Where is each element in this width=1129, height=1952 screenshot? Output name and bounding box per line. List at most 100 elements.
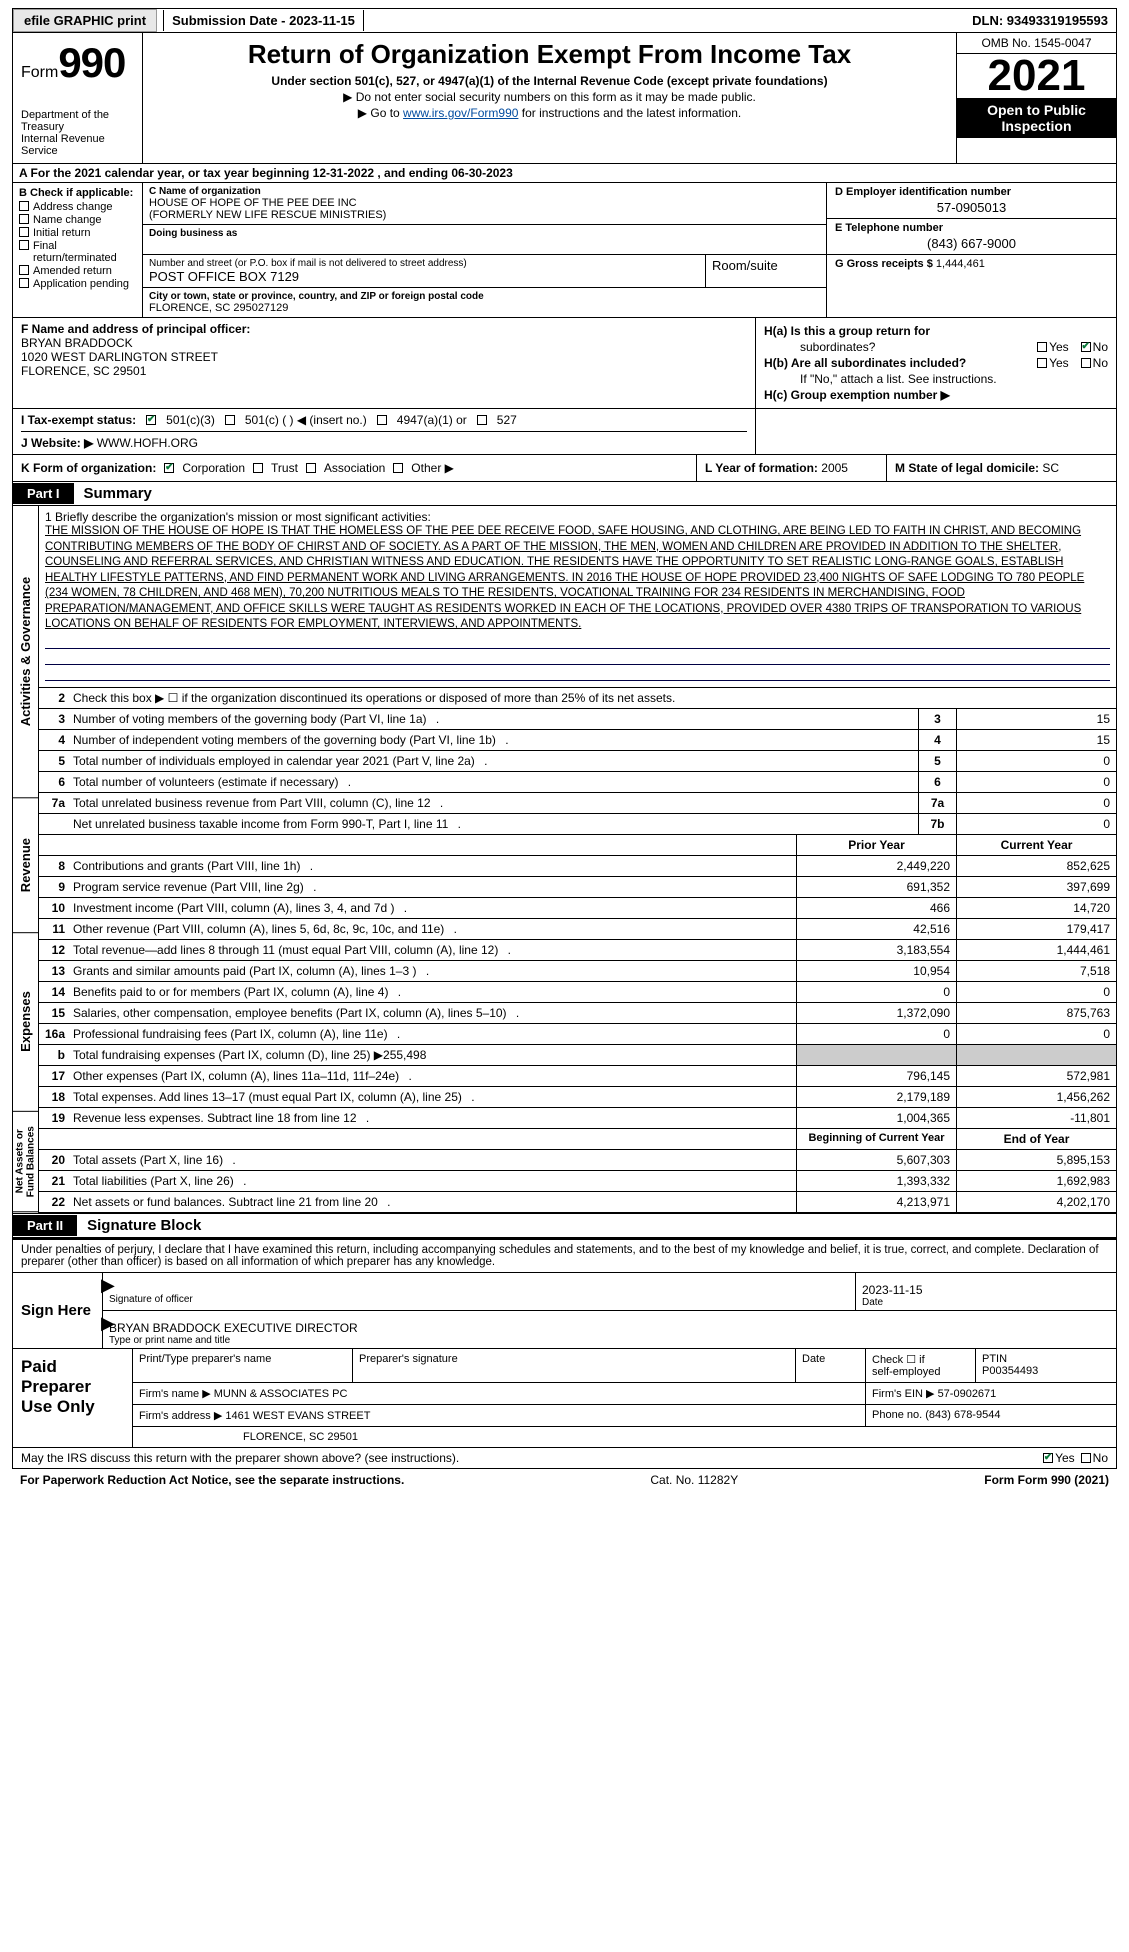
gov-line: 7a Total unrelated business revenue from… bbox=[39, 793, 1116, 814]
org-name-label: C Name of organization bbox=[149, 186, 820, 197]
discuss-yes[interactable] bbox=[1043, 1453, 1053, 1463]
sign-here-label: Sign Here bbox=[13, 1273, 103, 1348]
lbl-amended: Amended return bbox=[33, 265, 112, 277]
discuss-no-lbl: No bbox=[1093, 1451, 1108, 1465]
mission-lead: 1 Briefly describe the organization's mi… bbox=[45, 510, 1110, 524]
efile-print-button[interactable]: efile GRAPHIC print bbox=[13, 9, 157, 32]
dln: DLN: 93493319195593 bbox=[964, 10, 1116, 31]
chk-501c[interactable] bbox=[225, 415, 235, 425]
row-a-tax-year: A For the 2021 calendar year, or tax yea… bbox=[12, 164, 1117, 183]
firm-name-label: Firm's name ▶ bbox=[139, 1388, 211, 1400]
chk-address-change[interactable] bbox=[19, 201, 29, 211]
prior-year-hdr: Prior Year bbox=[796, 835, 956, 855]
line-2: 2 Check this box ▶ ☐ if the organization… bbox=[39, 688, 1116, 709]
box-b-header: B Check if applicable: bbox=[19, 187, 136, 199]
city-value: FLORENCE, SC 295027129 bbox=[149, 302, 820, 314]
lbl-final-return: Final return/terminated bbox=[33, 240, 136, 264]
chk-501c3[interactable] bbox=[146, 415, 156, 425]
chk-initial-return[interactable] bbox=[19, 227, 29, 237]
org-name-2: (FORMERLY NEW LIFE RESCUE MINISTRIES) bbox=[149, 209, 820, 221]
lbl-501c3: 501(c)(3) bbox=[166, 413, 215, 427]
data-line: 14 Benefits paid to or for members (Part… bbox=[39, 982, 1116, 1003]
data-line: 8 Contributions and grants (Part VIII, l… bbox=[39, 856, 1116, 877]
ptin-cell: PTINP00354493 bbox=[976, 1349, 1116, 1382]
hc-label: H(c) Group exemption number ▶ bbox=[764, 388, 950, 402]
box-f: F Name and address of principal officer:… bbox=[13, 318, 756, 408]
ha-yes[interactable] bbox=[1037, 342, 1047, 352]
phone-label: E Telephone number bbox=[835, 222, 1108, 234]
side-tabs: Activities & Governance Revenue Expenses… bbox=[13, 506, 39, 1213]
tax-exempt-label: I Tax-exempt status: bbox=[21, 413, 136, 427]
begin-year-hdr: Beginning of Current Year bbox=[796, 1129, 956, 1149]
form990-link[interactable]: www.irs.gov/Form990 bbox=[403, 106, 518, 120]
chk-other[interactable] bbox=[393, 463, 403, 473]
website-label: J Website: ▶ bbox=[21, 436, 93, 450]
ha-label2: subordinates? bbox=[800, 340, 875, 354]
website-value: WWW.HOFH.ORG bbox=[97, 436, 198, 450]
hb-yes[interactable] bbox=[1037, 358, 1047, 368]
form-header: Form990 Department of the Treasury Inter… bbox=[12, 33, 1117, 164]
discuss-no[interactable] bbox=[1081, 1453, 1091, 1463]
chk-name-change[interactable] bbox=[19, 214, 29, 224]
section-klm: K Form of organization: Corporation Trus… bbox=[12, 455, 1117, 482]
tab-activities: Activities & Governance bbox=[13, 506, 38, 798]
lbl-501c: 501(c) ( ) ◀ (insert no.) bbox=[245, 413, 367, 427]
gov-line: 4 Number of independent voting members o… bbox=[39, 730, 1116, 751]
ptin-label: PTIN bbox=[982, 1353, 1007, 1365]
data-line: 18 Total expenses. Add lines 13–17 (must… bbox=[39, 1087, 1116, 1108]
firm-phone-value: (843) 678-9544 bbox=[925, 1409, 1000, 1421]
arrow-icon: ▶ bbox=[101, 1313, 115, 1334]
ha-no[interactable] bbox=[1081, 342, 1091, 352]
prep-sig-hdr: Preparer's signature bbox=[353, 1349, 796, 1382]
cat-no: Cat. No. 11282Y bbox=[404, 1473, 984, 1487]
arrow-icon: ▶ bbox=[101, 1275, 115, 1296]
phone-value: (843) 667-9000 bbox=[835, 236, 1108, 251]
row-k: K Form of organization: Corporation Trus… bbox=[13, 455, 696, 481]
tab-net-assets: Net Assets or Fund Balances bbox=[13, 1112, 38, 1212]
chk-trust[interactable] bbox=[253, 463, 263, 473]
part2-header-row: Part II Signature Block bbox=[12, 1213, 1117, 1238]
row-l: L Year of formation: 2005 bbox=[696, 455, 886, 481]
section-fh: F Name and address of principal officer:… bbox=[12, 318, 1117, 409]
top-bar: efile GRAPHIC print Submission Date - 20… bbox=[12, 8, 1117, 33]
part1-body: Activities & Governance Revenue Expenses… bbox=[12, 506, 1117, 1213]
bece-header: Beginning of Current Year End of Year bbox=[39, 1129, 1116, 1150]
chk-app-pending[interactable] bbox=[19, 278, 29, 288]
ein-label: D Employer identification number bbox=[835, 186, 1108, 198]
addr-value: POST OFFICE BOX 7129 bbox=[149, 269, 699, 284]
blank-line bbox=[45, 651, 1110, 665]
part1-header-row: Part I Summary bbox=[12, 482, 1117, 506]
sig-date-value: 2023-11-15 bbox=[862, 1283, 923, 1297]
prep-name-hdr: Print/Type preparer's name bbox=[133, 1349, 353, 1382]
firm-addr-label: Firm's address ▶ bbox=[139, 1410, 222, 1422]
gov-line: 6 Total number of volunteers (estimate i… bbox=[39, 772, 1116, 793]
firm-ein-value: 57-0902671 bbox=[938, 1388, 997, 1400]
data-line: 17 Other expenses (Part IX, column (A), … bbox=[39, 1066, 1116, 1087]
lbl-initial-return: Initial return bbox=[33, 227, 90, 239]
dba-label: Doing business as bbox=[149, 228, 820, 239]
data-line: 19 Revenue less expenses. Subtract line … bbox=[39, 1108, 1116, 1129]
goto-post: for instructions and the latest informat… bbox=[518, 106, 741, 120]
chk-assoc[interactable] bbox=[306, 463, 316, 473]
chk-amended[interactable] bbox=[19, 265, 29, 275]
chk-final-return[interactable] bbox=[19, 240, 29, 250]
hb-no[interactable] bbox=[1081, 358, 1091, 368]
chk-527[interactable] bbox=[477, 415, 487, 425]
chk-corp[interactable] bbox=[164, 463, 174, 473]
box-b: B Check if applicable: Address change Na… bbox=[13, 183, 143, 317]
blank-line bbox=[45, 667, 1110, 681]
data-line: 15 Salaries, other compensation, employe… bbox=[39, 1003, 1116, 1024]
sig-name-value: BRYAN BRADDOCK EXECUTIVE DIRECTOR bbox=[109, 1321, 358, 1335]
hb-yes-lbl: Yes bbox=[1049, 356, 1069, 370]
discuss-text: May the IRS discuss this return with the… bbox=[21, 1451, 456, 1465]
open-to-public: Open to Public Inspection bbox=[957, 98, 1116, 138]
subtitle-2b: ▶ Go to www.irs.gov/Form990 for instruct… bbox=[151, 106, 948, 120]
lbl-4947: 4947(a)(1) or bbox=[397, 413, 467, 427]
line-1-mission: 1 Briefly describe the organization's mi… bbox=[39, 506, 1116, 688]
chk-4947[interactable] bbox=[377, 415, 387, 425]
gov-line: Net unrelated business taxable income fr… bbox=[39, 814, 1116, 835]
row-i: I Tax-exempt status: 501(c)(3) 501(c) ( … bbox=[21, 413, 747, 427]
tab-revenue: Revenue bbox=[13, 798, 38, 933]
selfemp-a: Check ☐ if bbox=[872, 1354, 925, 1366]
row-m: M State of legal domicile: SC bbox=[886, 455, 1116, 481]
